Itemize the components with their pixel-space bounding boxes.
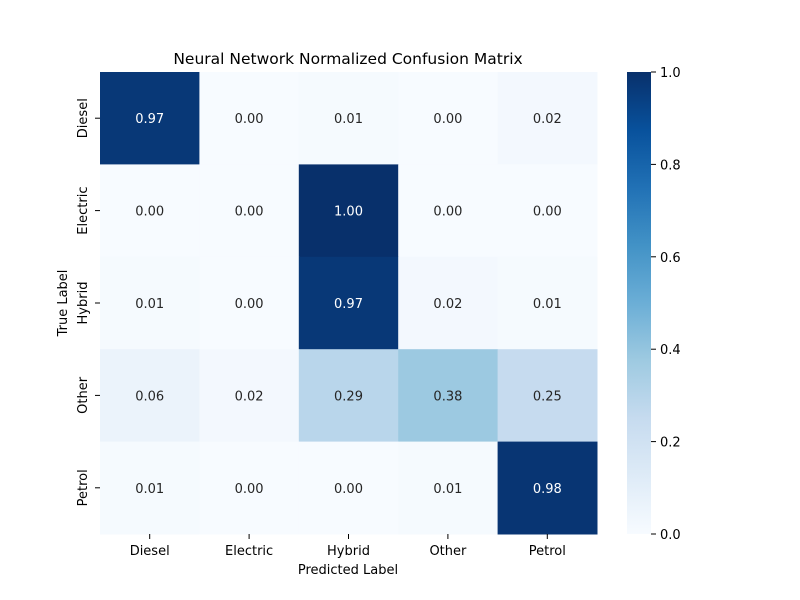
heatmap-cell bbox=[199, 256, 300, 350]
colorbar-tick-label: 0.2 bbox=[660, 436, 681, 451]
heatmap-cell bbox=[497, 349, 598, 443]
heatmap-cell bbox=[199, 164, 300, 258]
heatmap-cell bbox=[298, 72, 399, 165]
cell-value-label: 0.29 bbox=[334, 389, 363, 404]
heatmap-cell bbox=[100, 164, 200, 258]
cell-value-label: 0.00 bbox=[235, 112, 264, 127]
y-axis-label: True Label bbox=[56, 270, 71, 338]
cell-value-label: 0.00 bbox=[235, 297, 264, 312]
chart-title: Neural Network Normalized Confusion Matr… bbox=[173, 50, 522, 68]
cell-value-label: 0.01 bbox=[433, 482, 462, 497]
colorbar-tick-label: 1.0 bbox=[660, 66, 681, 81]
colorbar bbox=[627, 72, 651, 534]
x-tick-label: Hybrid bbox=[327, 544, 370, 559]
x-axis-label: Predicted Label bbox=[298, 563, 398, 578]
heatmap-cell bbox=[497, 441, 598, 535]
heatmap-cell bbox=[100, 441, 200, 535]
heatmap-cell bbox=[298, 349, 399, 443]
cell-value-label: 0.97 bbox=[334, 297, 363, 312]
x-tick-label: Electric bbox=[225, 544, 273, 559]
cell-value-label: 0.01 bbox=[533, 297, 562, 312]
heatmap-cell bbox=[100, 349, 200, 443]
heatmap-cell bbox=[100, 72, 200, 165]
heatmap-cell bbox=[398, 349, 499, 443]
heatmap-cell bbox=[298, 441, 399, 535]
cell-value-label: 0.97 bbox=[135, 112, 164, 127]
cell-value-label: 0.02 bbox=[433, 297, 462, 312]
cell-value-label: 0.38 bbox=[433, 389, 462, 404]
cell-value-label: 0.00 bbox=[533, 205, 562, 220]
cell-value-label: 0.06 bbox=[135, 389, 164, 404]
cell-value-label: 0.00 bbox=[235, 205, 264, 220]
y-tick-label: Diesel bbox=[76, 98, 91, 138]
x-tick-label: Other bbox=[429, 544, 467, 559]
heatmap-cell bbox=[398, 441, 499, 535]
heatmap-cell-labels: 0.97 0.00 0.01 0.00 0.02 0.00 0.00 1.00 0.00 0.00… bbox=[135, 112, 562, 497]
cell-value-label: 0.01 bbox=[135, 297, 164, 312]
colorbar-tick-label: 0.6 bbox=[660, 251, 681, 266]
x-tick-label: Petrol bbox=[529, 544, 566, 559]
cell-value-label: 1.00 bbox=[334, 205, 363, 220]
cell-value-label: 0.02 bbox=[533, 112, 562, 127]
cell-value-label: 0.00 bbox=[433, 205, 462, 220]
heatmap-cell bbox=[199, 72, 300, 165]
colorbar-tick-label: 0.0 bbox=[660, 528, 681, 543]
heatmap-cells bbox=[100, 72, 598, 535]
heatmap-cell bbox=[398, 256, 499, 350]
cell-value-label: 0.98 bbox=[533, 482, 562, 497]
heatmap-cell bbox=[398, 164, 499, 258]
cell-value-label: 0.01 bbox=[334, 112, 363, 127]
cell-value-label: 0.00 bbox=[135, 205, 164, 220]
x-tick-label: Diesel bbox=[130, 544, 170, 559]
cell-value-label: 0.25 bbox=[533, 389, 562, 404]
cell-value-label: 0.00 bbox=[334, 482, 363, 497]
y-tick-label: Petrol bbox=[76, 469, 91, 506]
y-tick-label: Other bbox=[76, 376, 91, 414]
heatmap-cell bbox=[497, 72, 598, 165]
heatmap-cell bbox=[100, 256, 200, 350]
cell-value-label: 0.01 bbox=[135, 482, 164, 497]
colorbar-tick-label: 0.8 bbox=[660, 158, 681, 173]
cell-value-label: 0.00 bbox=[433, 112, 462, 127]
heatmap-cell bbox=[298, 256, 399, 350]
y-tick-label: Electric bbox=[76, 187, 91, 235]
x-axis: Diesel Electric Hybrid Other Petrol bbox=[130, 534, 566, 559]
heatmap-cell bbox=[298, 164, 399, 258]
heatmap-cell bbox=[199, 441, 300, 535]
cell-value-label: 0.00 bbox=[235, 482, 264, 497]
heatmap-cell bbox=[398, 72, 499, 165]
y-tick-label: Hybrid bbox=[76, 282, 91, 325]
colorbar-tick-label: 0.4 bbox=[660, 343, 681, 358]
colorbar-ticks: 0.0 0.2 0.4 0.6 0.8 1.0 bbox=[651, 66, 681, 543]
y-axis: Diesel Electric Hybrid Other Petrol bbox=[76, 98, 100, 506]
cell-value-label: 0.02 bbox=[235, 389, 264, 404]
heatmap-cell bbox=[497, 256, 598, 350]
heatmap-cell bbox=[497, 164, 598, 258]
heatmap-cell bbox=[199, 349, 300, 443]
